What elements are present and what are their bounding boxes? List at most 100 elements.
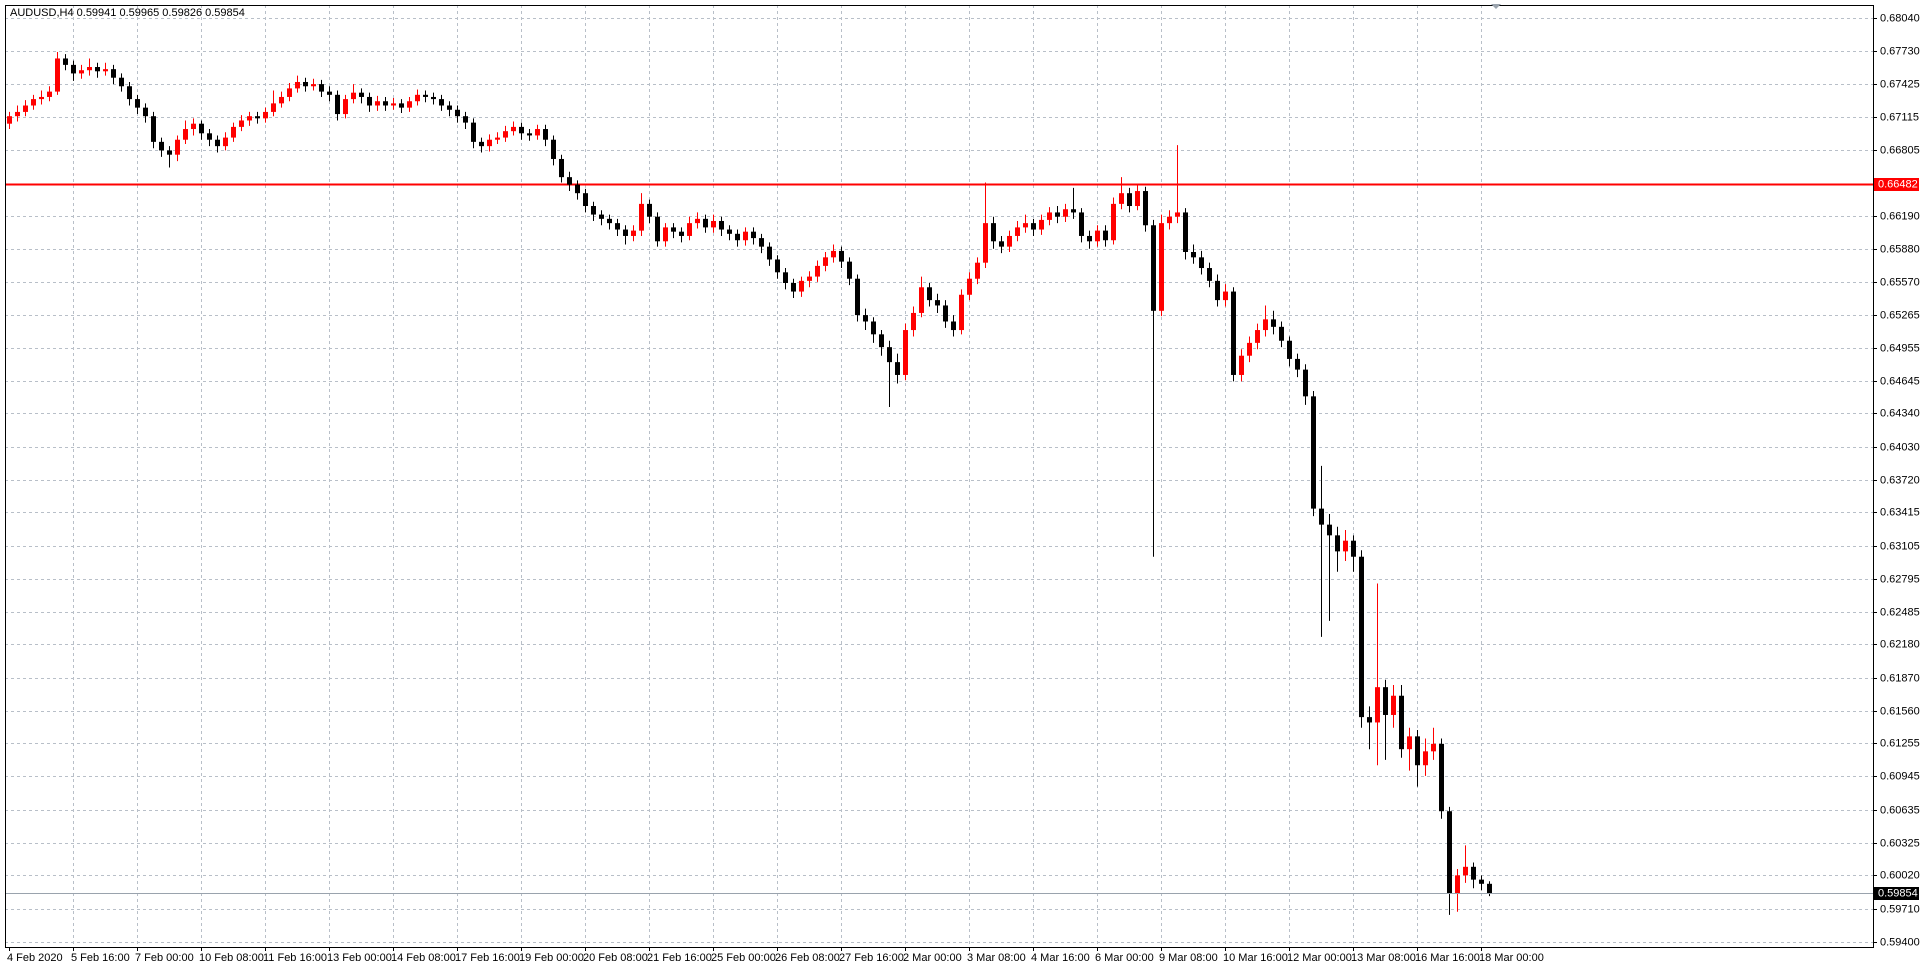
x-tick-label: 13 Mar 08:00 [1351, 952, 1416, 964]
candle-body [191, 123, 196, 130]
candle-body [1319, 508, 1324, 525]
candle-body [391, 103, 396, 106]
candle-body [743, 231, 748, 241]
candle-body [151, 116, 156, 142]
plot-frame [5, 5, 1874, 948]
x-tick-label: 5 Feb 16:00 [71, 952, 130, 964]
price-label: 0.59854 [1878, 887, 1918, 899]
candle-body [783, 272, 788, 284]
candle-body [71, 64, 76, 74]
candle-body [1383, 687, 1388, 715]
candle-body [423, 94, 428, 97]
candle-body [215, 139, 220, 147]
candle-body [847, 261, 852, 279]
level-label-bg [1874, 178, 1919, 191]
candle-body [79, 70, 84, 74]
x-tick-label: 3 Mar 08:00 [967, 952, 1026, 964]
candle-body [47, 91, 52, 97]
candle-body [1047, 212, 1052, 220]
candle-body [119, 77, 124, 87]
candle-body [711, 220, 716, 228]
candle-body [1135, 191, 1140, 207]
candle-body [1487, 883, 1492, 894]
price-label-bg [1874, 887, 1919, 900]
ohlc-low: 0.59826 [162, 7, 202, 19]
candle-body [399, 103, 404, 108]
symbol: AUDUSD,H4 [10, 7, 74, 19]
candle-body [647, 203, 652, 217]
candle-body [431, 96, 436, 100]
candle-body [1439, 743, 1444, 812]
y-tick-label: 0.59710 [1880, 903, 1920, 915]
candles [5, 52, 1873, 915]
candle-body [7, 116, 12, 124]
candle-body [175, 139, 180, 155]
candle-body [383, 101, 388, 106]
y-tick-label: 0.65880 [1880, 243, 1920, 255]
chart-header: AUDUSD,H4 0.59941 0.59965 0.59826 0.5985… [10, 7, 245, 19]
candle-body [15, 111, 20, 117]
x-tick-label: 16 Mar 16:00 [1415, 952, 1480, 964]
candle-body [415, 94, 420, 102]
x-tick-label: 14 Feb 08:00 [391, 952, 456, 964]
x-tick-label: 4 Mar 16:00 [1031, 952, 1090, 964]
y-tick-label: 0.67425 [1880, 78, 1920, 90]
candle-body [703, 218, 708, 228]
candle-body [959, 294, 964, 331]
candle-body [687, 223, 692, 236]
candle-body [1287, 340, 1292, 359]
y-tick-label: 0.65570 [1880, 276, 1920, 288]
candle-body [455, 109, 460, 117]
candle-body [807, 276, 812, 281]
candle-body [1455, 875, 1460, 894]
candle-body [1159, 223, 1164, 311]
candle-body [1183, 212, 1188, 252]
candle-body [1063, 209, 1068, 217]
y-tick-label: 0.64030 [1880, 441, 1920, 453]
x-tick-label: 21 Feb 16:00 [647, 952, 712, 964]
y-tick-label: 0.63720 [1880, 474, 1920, 486]
candle-body [887, 347, 892, 363]
candle-body [1415, 736, 1420, 766]
candle-body [1263, 319, 1268, 331]
candle-body [727, 229, 732, 234]
candle-body [495, 137, 500, 140]
x-tick-label: 27 Feb 16:00 [839, 952, 904, 964]
x-tick-label: 25 Feb 00:00 [711, 952, 776, 964]
y-tick-label: 0.61560 [1880, 705, 1920, 717]
candle-body [223, 137, 228, 147]
candle-body [591, 206, 596, 215]
y-tick-label: 0.66805 [1880, 144, 1920, 156]
y-tick-label: 0.61870 [1880, 672, 1920, 684]
y-tick-label: 0.61255 [1880, 737, 1920, 749]
candle-body [23, 105, 28, 112]
candle-body [95, 67, 100, 72]
candle-body [1175, 212, 1180, 217]
y-tick-label: 0.60325 [1880, 837, 1920, 849]
candle-body [1039, 219, 1044, 230]
candle-body [327, 91, 332, 95]
candle-body [1463, 866, 1468, 876]
candle-body [655, 216, 660, 242]
candle-body [279, 96, 284, 104]
candle-body [503, 131, 508, 138]
x-tick-label: 18 Mar 00:00 [1479, 952, 1544, 964]
candle-body [343, 99, 348, 115]
candle-body [1087, 235, 1092, 242]
candle-body [671, 227, 676, 232]
axes: 0.68040 0.67730 0.67425 0.67115 0.66805 0.661… [7, 12, 1920, 964]
candle-body [31, 99, 36, 106]
candle-body [311, 84, 316, 87]
x-tick-label: 12 Mar 00:00 [1287, 952, 1352, 964]
candle-body [791, 283, 796, 292]
candle-body [551, 139, 556, 159]
candle-body [255, 116, 260, 119]
candle-body [351, 92, 356, 100]
candle-body [447, 105, 452, 110]
candle-body [271, 103, 276, 112]
candle-body [439, 99, 444, 106]
x-tick-label: 4 Feb 2020 [7, 952, 63, 964]
candle-body [1311, 396, 1316, 509]
candle-body [1015, 227, 1020, 236]
